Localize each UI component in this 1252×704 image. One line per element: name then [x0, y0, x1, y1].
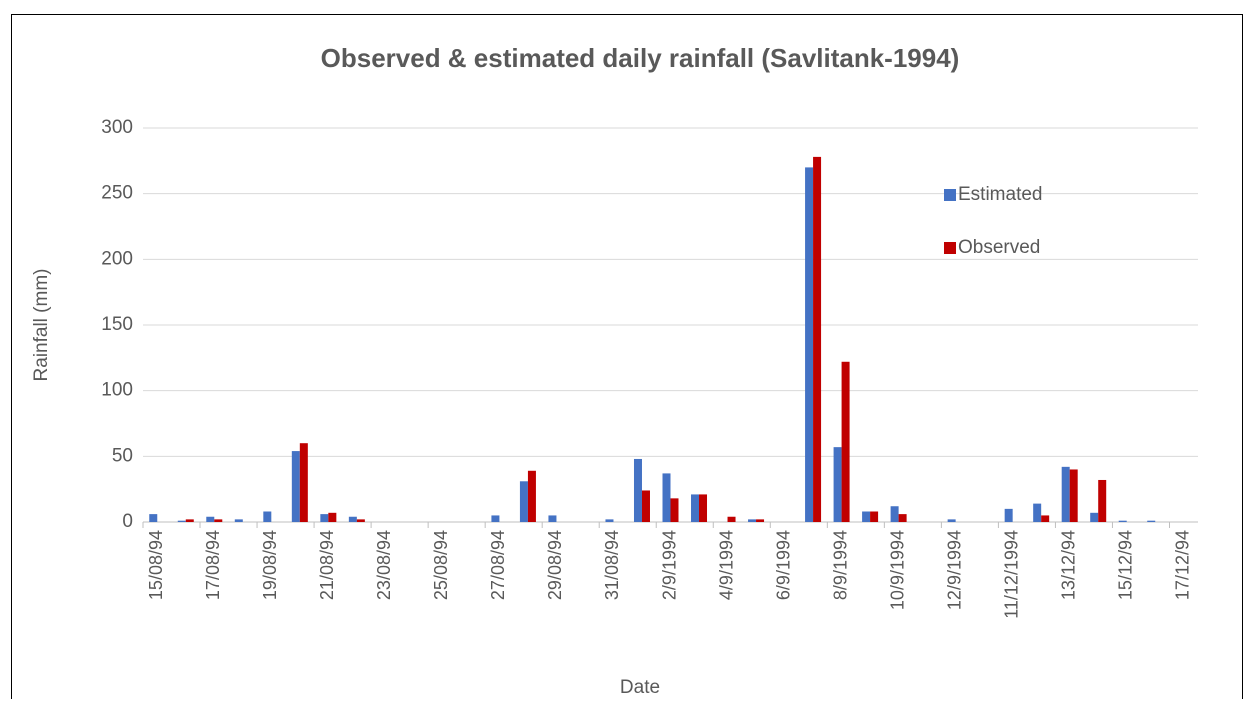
- chart-border: [11, 14, 1243, 704]
- x-tick-label: 10/9/1994: [887, 530, 907, 610]
- bar: [299, 443, 308, 522]
- bar: [870, 511, 879, 522]
- x-tick-label: 13/12/94: [1058, 530, 1078, 600]
- y-axis-title: Rainfall (mm): [31, 269, 52, 382]
- x-tick-label: 15/08/94: [146, 530, 166, 600]
- y-tick-label: 300: [101, 117, 133, 138]
- bar: [548, 515, 557, 522]
- bar: [1041, 515, 1050, 522]
- bar: [291, 451, 300, 522]
- y-tick-label: 100: [101, 380, 133, 401]
- bar: [527, 470, 536, 522]
- x-tick-label: 23/08/94: [374, 530, 394, 600]
- bar: [1069, 469, 1078, 522]
- x-tick-label: 31/08/94: [602, 530, 622, 600]
- bar: [519, 481, 528, 522]
- bar: [214, 519, 223, 522]
- x-tick-label: 21/08/94: [317, 530, 337, 600]
- bar: [206, 516, 215, 522]
- bar: [727, 516, 736, 522]
- bar: [756, 519, 765, 522]
- bar: [234, 519, 243, 522]
- bar: [691, 494, 700, 522]
- x-tick-label: 12/9/1994: [944, 530, 964, 610]
- bar: [320, 514, 329, 522]
- bar: [890, 506, 899, 522]
- x-tick-label: 19/08/94: [260, 530, 280, 600]
- x-tick-label: 6/9/1994: [773, 530, 793, 600]
- bar: [1061, 466, 1070, 522]
- bar: [805, 167, 814, 522]
- bar: [605, 519, 614, 522]
- x-tick-label: 17/12/94: [1172, 530, 1192, 600]
- bar: [1098, 479, 1107, 522]
- bar: [1033, 503, 1042, 522]
- y-tick-label: 50: [112, 445, 133, 466]
- y-tick-label: 200: [101, 248, 133, 269]
- bar: [813, 156, 822, 523]
- legend-swatch: [944, 189, 956, 201]
- bar: [898, 514, 907, 522]
- bar: [641, 490, 650, 522]
- x-tick-label: 27/08/94: [488, 530, 508, 600]
- bar: [633, 458, 642, 522]
- bar: [841, 361, 850, 522]
- bar: [348, 516, 357, 522]
- bar: [748, 519, 757, 522]
- x-tick-label: 25/08/94: [431, 530, 451, 600]
- bar: [670, 498, 679, 522]
- bar: [149, 514, 158, 522]
- legend-label: Observed: [958, 237, 1040, 258]
- chart-title: Observed & estimated daily rainfall (Sav…: [321, 43, 960, 73]
- x-axis-title: Date: [620, 677, 660, 698]
- x-tick-label: 15/12/94: [1115, 530, 1135, 600]
- x-tick-label: 8/9/1994: [830, 530, 850, 600]
- bar: [1147, 520, 1156, 522]
- bar: [328, 512, 337, 522]
- bar: [1090, 512, 1099, 522]
- bar: [185, 519, 194, 522]
- x-tick-label: 17/08/94: [203, 530, 223, 600]
- legend-swatch: [944, 242, 956, 254]
- x-tick-label: 11/12/1994: [1001, 530, 1021, 619]
- bar: [491, 515, 500, 522]
- bar: [263, 511, 272, 522]
- y-tick-label: 150: [101, 314, 133, 335]
- x-tick-label: 2/9/1994: [659, 530, 679, 600]
- legend-label: Estimated: [958, 184, 1042, 205]
- bar: [177, 520, 186, 522]
- bar: [1118, 520, 1127, 522]
- bar: [1004, 508, 1013, 522]
- bar: [947, 519, 956, 522]
- bar: [699, 494, 708, 522]
- bar: [862, 511, 871, 522]
- x-tick-label: 4/9/1994: [716, 530, 736, 600]
- x-tick-label: 29/08/94: [545, 530, 565, 600]
- bar: [356, 519, 365, 522]
- y-tick-label: 0: [122, 511, 133, 532]
- bar: [833, 447, 842, 522]
- y-tick-label: 250: [101, 183, 133, 204]
- bar: [662, 473, 671, 522]
